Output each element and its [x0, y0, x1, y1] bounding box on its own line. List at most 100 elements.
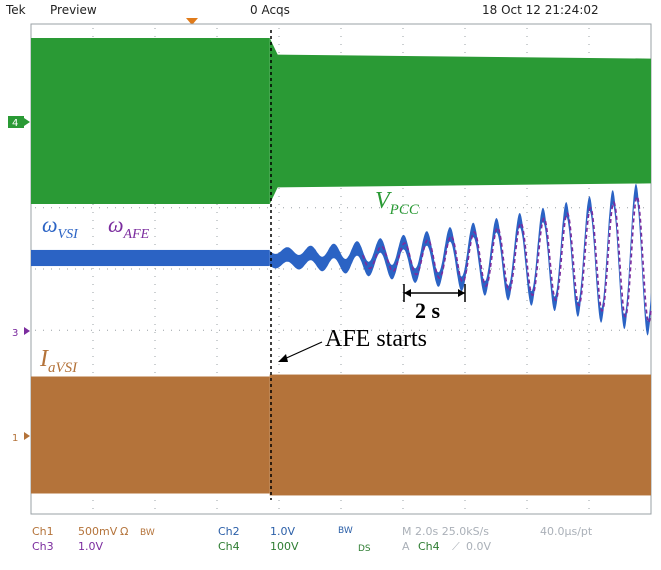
- grid-dot: [526, 228, 528, 229]
- grid-dot: [587, 268, 588, 270]
- grid-dot: [340, 300, 342, 301]
- grid-dot: [227, 207, 228, 209]
- grid-dot: [402, 356, 404, 357]
- grid-dot: [475, 268, 476, 270]
- grid-dot: [131, 268, 132, 270]
- grid-dot: [347, 207, 348, 209]
- grid-dot: [526, 52, 528, 53]
- grid-dot: [402, 500, 404, 501]
- grid-dot: [379, 329, 380, 331]
- grid-dot: [278, 244, 280, 245]
- grid-dot: [92, 308, 94, 309]
- grid-dot: [523, 207, 524, 209]
- grid-dot: [464, 332, 466, 333]
- ch2-label: Ch2: [218, 525, 240, 538]
- grid-dot: [507, 329, 508, 331]
- grid-dot: [588, 308, 590, 309]
- grid-dot: [402, 188, 404, 189]
- grid-dot: [278, 308, 280, 309]
- grid-dot: [51, 268, 52, 270]
- grid-dot: [340, 196, 342, 197]
- grid-dot: [499, 329, 500, 331]
- grid-dot: [340, 500, 342, 501]
- grid-dot: [154, 204, 156, 205]
- vpcc-band-before: [31, 38, 270, 204]
- grid-dot: [483, 268, 484, 270]
- grid-dot: [92, 332, 94, 333]
- grid-dot: [278, 44, 280, 45]
- grid-dot: [443, 329, 444, 331]
- timebase: M 2.0s 25.0kS/s: [402, 525, 489, 538]
- grid-dot: [92, 300, 94, 301]
- grid-dot: [216, 372, 218, 373]
- brand-label: Tek: [5, 3, 26, 17]
- grid-dot: [427, 207, 428, 209]
- grid-dot: [92, 228, 94, 229]
- grid-dot: [526, 348, 528, 349]
- trigger-source: Ch4: [418, 540, 440, 553]
- grid-dot: [340, 372, 342, 373]
- grid-dot: [75, 329, 76, 331]
- grid-dot: [216, 340, 218, 341]
- grid-dot: [92, 348, 94, 349]
- grid-dot: [75, 268, 76, 270]
- grid-dot: [227, 329, 228, 331]
- grid-dot: [123, 268, 124, 270]
- grid-dot: [459, 329, 460, 331]
- grid-dot: [216, 508, 218, 509]
- grid-dot: [531, 268, 532, 270]
- grid-dot: [216, 276, 218, 277]
- grid-dot: [216, 292, 218, 293]
- grid-dot: [267, 207, 268, 209]
- ch3-marker: 3: [12, 327, 30, 339]
- grid-dot: [163, 268, 164, 270]
- grid-dot: [340, 252, 342, 253]
- grid-dot: [363, 329, 364, 331]
- grid-dot: [278, 356, 280, 357]
- grid-dot: [347, 329, 348, 331]
- grid-dot: [588, 244, 590, 245]
- grid-dot: [92, 236, 94, 237]
- grid-dot: [227, 268, 228, 270]
- grid-dot: [340, 292, 342, 293]
- grid-dot: [219, 329, 220, 331]
- grid-dot: [340, 356, 342, 357]
- grid-dot: [387, 329, 388, 331]
- grid-dot: [402, 332, 404, 333]
- grid-dot: [92, 316, 94, 317]
- grid-dot: [555, 329, 556, 331]
- grid-dot: [464, 348, 466, 349]
- footer: Ch1 500mV Ω BW Ch2 1.0V BW M 2.0s 25.0kS…: [32, 525, 593, 554]
- grid-dot: [92, 340, 94, 341]
- grid-dot: [595, 207, 596, 209]
- trigger-mode: A: [402, 540, 410, 553]
- grid-dot: [379, 207, 380, 209]
- grid-dot: [619, 207, 620, 209]
- grid-dot: [155, 329, 156, 331]
- grid-dot: [464, 236, 466, 237]
- grid-dot: [402, 364, 404, 365]
- grid-dot: [340, 364, 342, 365]
- grid-dot: [340, 340, 342, 341]
- grid-dot: [526, 500, 528, 501]
- grid-dot: [467, 329, 468, 331]
- grid-dot: [154, 228, 156, 229]
- grid-dot: [588, 340, 590, 341]
- grid-dot: [411, 207, 412, 209]
- grid-dot: [467, 207, 468, 209]
- vpcc-label: VPCC: [375, 188, 420, 218]
- grid-dot: [278, 364, 280, 365]
- grid-dot: [299, 329, 300, 331]
- grid-dot: [91, 268, 92, 270]
- ch4-scale: 100V: [270, 540, 299, 553]
- grid-dot: [464, 44, 466, 45]
- grid-dot: [588, 356, 590, 357]
- grid-dot: [67, 268, 68, 270]
- grid-dot: [547, 329, 548, 331]
- grid-dot: [283, 268, 284, 270]
- grid-dot: [154, 220, 156, 221]
- grid-dot: [307, 207, 308, 209]
- grid-dot: [154, 316, 156, 317]
- grid-dot: [155, 268, 156, 270]
- grid-dot: [515, 268, 516, 270]
